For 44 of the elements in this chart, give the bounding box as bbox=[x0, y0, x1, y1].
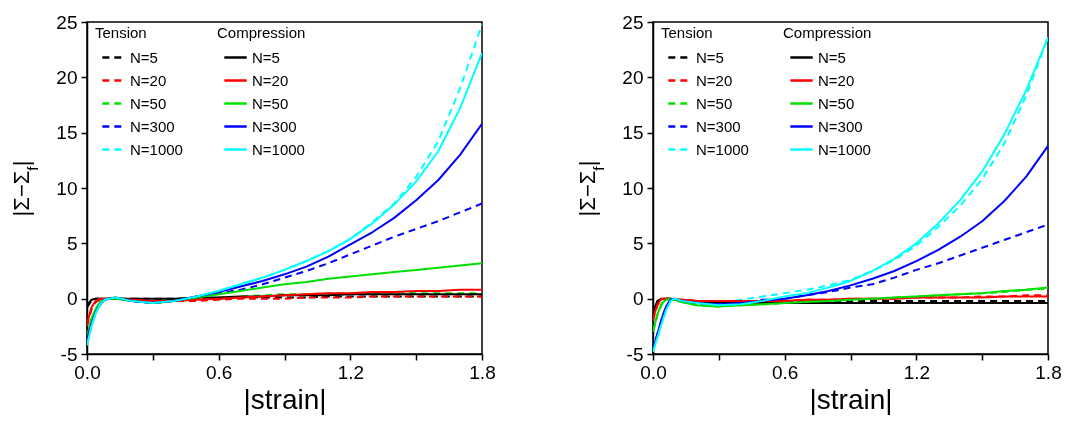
legend-label: N=5 bbox=[130, 48, 158, 66]
x-axis-title: |strain| bbox=[809, 383, 893, 415]
y-tick-label: 25 bbox=[622, 11, 644, 33]
legend-label: N=5 bbox=[696, 48, 724, 66]
y-tick-label: 15 bbox=[622, 122, 644, 144]
x-tick-label: 0.6 bbox=[205, 361, 233, 383]
legend-label: N=50 bbox=[252, 94, 289, 112]
y-tick-label: 5 bbox=[66, 232, 78, 254]
x-tick-label: 0.6 bbox=[771, 361, 799, 383]
text: Tension bbox=[95, 24, 147, 41]
legend-label: N=1000 bbox=[252, 140, 305, 158]
x-tick-label: 1.8 bbox=[469, 361, 496, 383]
legend-label: N=50 bbox=[818, 94, 855, 112]
y-tick-label: 15 bbox=[56, 122, 78, 144]
legend-label: N=20 bbox=[696, 71, 733, 89]
legend-label: N=300 bbox=[818, 117, 863, 135]
legend-label: N=50 bbox=[130, 94, 167, 112]
y-tick-label: 10 bbox=[56, 177, 78, 199]
y-tick-label: 20 bbox=[56, 66, 78, 88]
x-tick-label: 1.2 bbox=[337, 361, 365, 383]
y-tick-label: 0 bbox=[632, 288, 644, 310]
y-tick-label: 5 bbox=[632, 232, 644, 254]
text: Compression bbox=[783, 24, 872, 41]
x-axis-title: |strain| bbox=[243, 383, 327, 415]
legend-label: N=300 bbox=[252, 117, 297, 135]
legend-label: N=5 bbox=[252, 48, 280, 66]
legend-label: N=20 bbox=[252, 71, 289, 89]
x-tick-label: 1.8 bbox=[1035, 361, 1062, 383]
x-tick-label: 1.2 bbox=[903, 361, 931, 383]
legend-label: N=1000 bbox=[130, 140, 183, 158]
legend-label: N=20 bbox=[818, 71, 855, 89]
legend-label: N=20 bbox=[130, 71, 167, 89]
legend-label: N=50 bbox=[696, 94, 733, 112]
legend-label: N=1000 bbox=[696, 140, 749, 158]
text: Compression bbox=[217, 24, 306, 41]
y-tick-label: 0 bbox=[66, 288, 78, 310]
legend-label: N=300 bbox=[696, 117, 741, 135]
y-tick-label: 20 bbox=[622, 66, 644, 88]
legend-label: N=1000 bbox=[818, 140, 871, 158]
y-tick-label: 10 bbox=[622, 177, 644, 199]
legend-label: N=5 bbox=[818, 48, 846, 66]
legend-label: N=300 bbox=[130, 117, 175, 135]
y-tick-label: 25 bbox=[56, 11, 78, 33]
text: Tension bbox=[661, 24, 713, 41]
